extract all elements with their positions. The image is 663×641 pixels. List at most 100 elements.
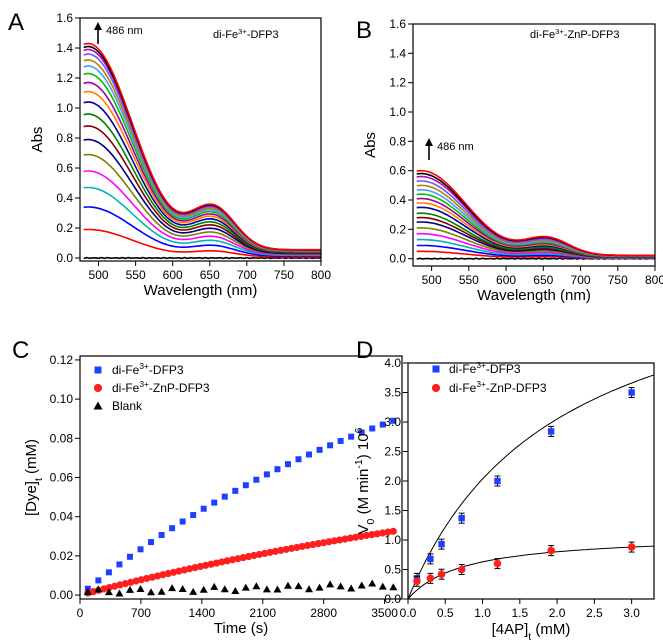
panel-d-y-tick-label: 3.5	[384, 386, 401, 400]
panel-c-data-point	[378, 582, 387, 590]
panel-a-spectrum-line	[83, 206, 321, 257]
panel-c-data-point	[199, 585, 208, 593]
panel-b-y-axis-label: Abs	[362, 132, 379, 158]
panel-c-data-point	[242, 482, 249, 489]
panel-c-y-tick-label: 0.10	[50, 392, 74, 406]
panel-c-legend-marker	[93, 401, 103, 410]
panel-c-data-point	[287, 544, 296, 552]
panel-a-y-tick-label: 0.6	[56, 161, 73, 175]
panel-c-legend-marker	[94, 366, 102, 374]
panel-c-data-point	[283, 581, 292, 589]
panel-c-data-point	[196, 562, 204, 571]
panel-c-data-point	[253, 476, 260, 483]
panel-c-legend-entry: di-Fe3+-ZnP-DFP3	[112, 379, 210, 395]
panel-c-data-point	[284, 461, 291, 468]
panel-c-data-point	[148, 573, 156, 581]
panel-c-data-point	[179, 518, 186, 525]
panel-d-y-tick-label: 0.5	[384, 563, 401, 577]
panel-c-data-point	[298, 542, 306, 551]
panel-c-x-tick-label: 2100	[249, 606, 276, 620]
panel-c-data-point	[390, 417, 397, 424]
panel-c-data-point	[210, 582, 219, 590]
panel-d-y-tick-label: 1.0	[384, 533, 401, 547]
panel-b-y-tick-label: 1.4	[389, 46, 406, 60]
panel-c-data-point	[231, 587, 240, 595]
panel-d-data-point	[426, 574, 435, 583]
panel-b-x-tick-label: 600	[496, 273, 516, 287]
panel-a-x-tick-label: 650	[200, 268, 220, 282]
panel-c-x-tick-label: 1400	[188, 606, 215, 620]
panel-d-fit-curve	[407, 374, 655, 600]
panel-b-y-tick-label: 1.6	[389, 17, 406, 31]
panel-c-data-point	[337, 437, 344, 444]
panel-c-data-point	[105, 569, 112, 576]
panel-c-y-axis-label: [Dye]t (mM)	[23, 439, 45, 516]
panel-c-data-point	[178, 584, 187, 592]
panel-c-data-point	[347, 584, 356, 592]
panel-d-y-tick-label: 0.0	[384, 592, 401, 606]
panel-c-data-point	[358, 429, 365, 436]
panel-d-data-point	[627, 543, 636, 551]
panel-c-data-point	[94, 585, 103, 593]
panel-c-y-tick-label: 0.00	[50, 588, 74, 602]
panel-c-data-point	[211, 499, 218, 506]
panel-b-x-tick-label: 550	[459, 273, 479, 287]
panel-c-data-point	[305, 585, 314, 593]
panel-a-plot-frame	[79, 17, 322, 262]
panel-d-data-point	[457, 565, 466, 574]
panel-c-data-point	[295, 456, 302, 463]
panel-c-data-point	[378, 529, 387, 537]
panel-d-data-point	[437, 570, 446, 579]
panel-c-data-point	[169, 568, 178, 576]
panel-c-y-tick-label: 0.04	[50, 510, 74, 524]
panel-c-data-point	[368, 579, 377, 587]
panel-b-arrowhead-icon	[425, 138, 433, 146]
panel-c-legend-marker	[93, 383, 103, 393]
panel-d-data-point	[458, 514, 465, 522]
panel-d-plot-frame	[407, 362, 655, 600]
panel-a-spectrum-line	[83, 42, 321, 251]
panel-a-y-axis-label: Abs	[29, 127, 46, 153]
panel-c-data-point	[316, 446, 323, 453]
panel-c-data-point	[153, 572, 162, 580]
panel-c-data-point	[202, 561, 210, 569]
panel-c-data-point	[314, 539, 322, 548]
panel-a-spectrum-line	[83, 256, 322, 260]
panel-c-data-point	[158, 532, 165, 539]
panel-c-data-point	[95, 577, 102, 584]
panel-a-y-tick-label: 1.0	[56, 101, 73, 115]
panel-c-data-point	[232, 487, 239, 494]
panel-d-legend-entry: di-Fe3+-DFP3	[449, 360, 521, 376]
panel-c-data-point	[362, 531, 371, 540]
panel-c-data-point	[180, 566, 188, 574]
panel-b-plot-frame	[412, 23, 656, 267]
panel-c-y-tick-label: 0.02	[50, 549, 74, 563]
panel-c-data-point	[126, 553, 133, 560]
panel-c-data-point	[306, 451, 313, 458]
panel-c-data-point	[261, 549, 269, 558]
panel-a-panel-letter: A	[8, 9, 24, 36]
panel-d-data-point	[547, 546, 555, 555]
panel-d-legend-entry: di-Fe3+-ZnP-DFP3	[449, 379, 547, 395]
panel-c-data-point	[189, 587, 198, 595]
panel-c-data-point	[263, 471, 270, 478]
panel-a-x-tick-label: 550	[126, 268, 146, 282]
panel-a-y-tick-label: 1.2	[56, 71, 73, 85]
panel-a-y-tick-label: 1.6	[56, 11, 73, 25]
panel-c-data-point	[168, 584, 177, 592]
panel-c-data-point	[191, 563, 199, 572]
panel-b-y-tick-label: 0.0	[389, 252, 406, 266]
panel-d-y-tick-label: 3.0	[384, 415, 401, 429]
panel-c-data-point	[164, 569, 172, 578]
panel-c-data-point	[250, 551, 258, 560]
panel-d-x-tick-label: 0.5	[437, 606, 454, 620]
panel-c-data-point	[220, 585, 229, 593]
panel-a-title: di-Fe3+-DFP3	[213, 27, 279, 42]
panel-d-fit-curve	[407, 545, 655, 600]
panel-b-y-tick-label: 1.0	[389, 105, 406, 119]
panel-d-data-point	[413, 577, 421, 586]
panel-d-legend-marker	[431, 383, 441, 393]
panel-c-x-tick-label: 700	[131, 606, 151, 620]
panel-d-legend-marker	[432, 365, 440, 373]
panel-c-data-point	[357, 581, 366, 589]
